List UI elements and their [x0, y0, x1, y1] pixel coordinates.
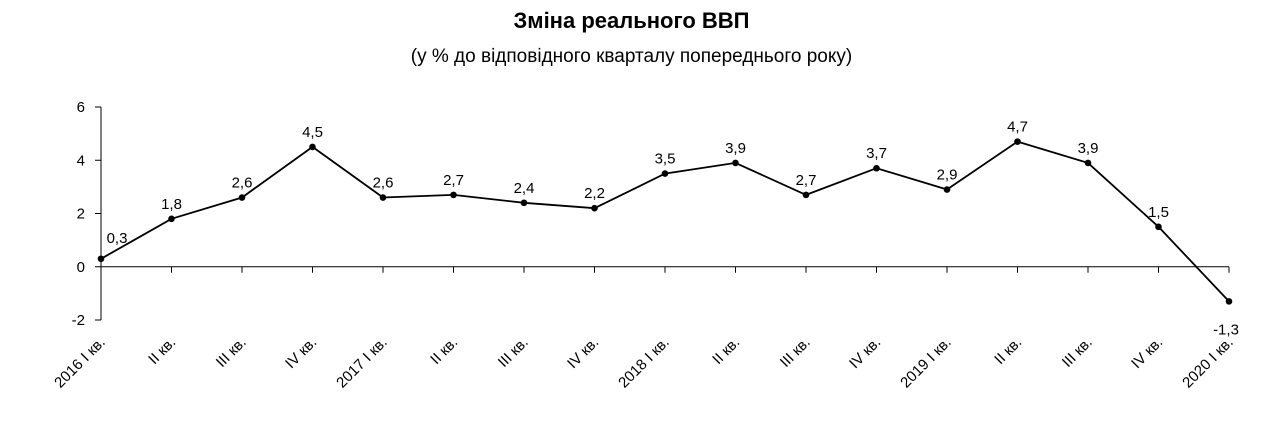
chart-axes: -2 0 2 4 6 2016 I кв. II кв. III кв. IV кв. 2017 …	[51, 99, 1237, 391]
data-label: 3,9	[1078, 140, 1099, 157]
chart-title: Зміна реального ВВП	[513, 8, 750, 33]
x-tick-label: 2019 I кв.	[897, 334, 955, 392]
data-point	[238, 194, 246, 201]
x-tick-label: 2017 I кв.	[333, 334, 391, 392]
x-tick-label: 2016 I кв.	[51, 334, 109, 392]
x-tick-label: II кв.	[427, 334, 461, 368]
data-point	[450, 191, 457, 199]
data-label: 2,7	[443, 172, 464, 189]
data-label: 2,6	[373, 175, 394, 192]
x-tick-label: IV кв.	[1128, 334, 1166, 372]
data-point	[97, 255, 105, 263]
data-point	[591, 204, 598, 212]
chart-subtitle: (у % до відповідного кварталу попередньо…	[410, 46, 853, 67]
data-label: 2,7	[796, 172, 817, 189]
x-tick-label: III кв.	[213, 334, 250, 371]
x-tick-label: IV кв.	[282, 334, 320, 372]
data-label: 1,5	[1148, 204, 1169, 221]
x-tick-label: 2020 I кв.	[1179, 334, 1237, 392]
chart-series	[97, 138, 1233, 305]
data-label: 4,5	[302, 124, 323, 141]
data-label: 2,9	[937, 167, 958, 184]
x-tick-label: IV кв.	[846, 334, 884, 372]
data-point	[943, 186, 951, 193]
data-label: 3,9	[725, 140, 746, 157]
x-tick-label: II кв.	[991, 334, 1025, 368]
y-tick-label: 4	[77, 152, 85, 169]
data-point	[732, 159, 739, 167]
data-label: 3,5	[655, 151, 676, 168]
data-label: 2,4	[514, 180, 535, 197]
data-point	[1014, 138, 1021, 145]
data-point	[873, 164, 880, 172]
data-label: 2,2	[584, 185, 605, 202]
x-tick-label: 2018 I кв.	[615, 334, 673, 392]
data-label: 4,7	[1007, 119, 1028, 136]
y-tick-label: -2	[72, 312, 85, 329]
x-tick-label: IV кв.	[564, 334, 602, 372]
data-point	[802, 191, 810, 199]
x-tick-label: III кв.	[1059, 334, 1096, 371]
y-tick-label: 2	[77, 206, 85, 223]
data-point	[1155, 223, 1162, 231]
data-label: -1,3	[1213, 321, 1239, 338]
data-point	[1225, 298, 1233, 305]
data-point	[168, 215, 175, 223]
x-tick-label: II кв.	[709, 334, 743, 368]
x-tick-label: II кв.	[145, 334, 179, 368]
data-point	[661, 170, 669, 177]
data-point	[309, 143, 316, 151]
chart-data-labels: 0,3 1,8 2,6 4,5 2,6 2,7 2,4 2,2 3,5 3,9 2,7 3,7 2,9 4…	[107, 119, 1239, 339]
data-point	[520, 199, 528, 207]
data-label: 2,6	[232, 175, 253, 192]
data-point	[379, 194, 387, 201]
data-label: 3,7	[866, 145, 887, 162]
x-tick-label: III кв.	[777, 334, 814, 371]
data-point	[1084, 159, 1092, 167]
data-label: 0,3	[107, 230, 128, 247]
data-label: 1,8	[161, 196, 182, 213]
y-tick-label: 0	[77, 259, 85, 276]
y-tick-label: 6	[77, 99, 85, 116]
x-tick-label: III кв.	[495, 334, 532, 371]
